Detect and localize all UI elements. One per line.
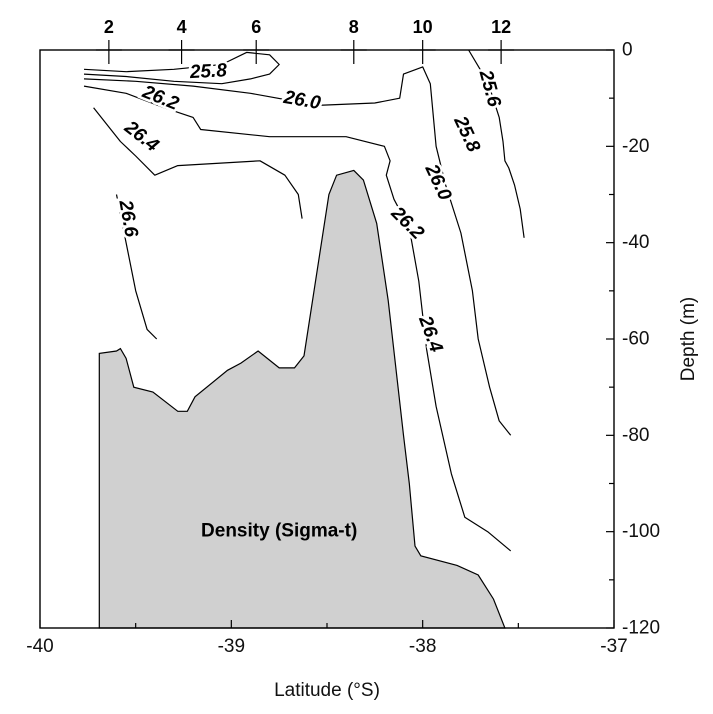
y-tick-label: -120 xyxy=(622,618,660,639)
station-label: 10 xyxy=(413,17,433,37)
station-label: 6 xyxy=(251,17,261,37)
contour-line-26-2 xyxy=(83,85,512,552)
y-axis-title: Depth (m) xyxy=(678,297,699,381)
contour-label-25-8: 25.8 xyxy=(188,60,227,83)
station-label: 2 xyxy=(104,17,114,37)
y-tick-label: -100 xyxy=(622,521,660,542)
x-tick-label: -40 xyxy=(26,636,53,657)
contour-label-26-4: 26.4 xyxy=(414,312,447,355)
y-axis-ticks: 0 -20 -40 -60 -80 -100 -120 xyxy=(606,40,660,639)
contour-line-25-6 xyxy=(468,49,525,238)
contour-label-26-0: 26.0 xyxy=(281,87,322,114)
bathymetry-seafloor xyxy=(98,169,506,629)
contour-label-26-4: 26.4 xyxy=(120,116,163,156)
x-tick-label: -39 xyxy=(218,636,245,657)
contour-label-25-6: 25.6 xyxy=(474,67,504,110)
y-tick-label: -40 xyxy=(622,232,649,253)
bathymetry-layer xyxy=(98,169,506,629)
chart-annotation: Density (Sigma-t) xyxy=(201,520,357,541)
y-tick-label: -80 xyxy=(622,425,649,446)
contour-label-26-2: 26.2 xyxy=(139,81,182,115)
contour-label-26-6: 26.6 xyxy=(114,198,141,239)
x-tick-label: -38 xyxy=(409,636,436,657)
station-markers: 2 4 6 8 10 12 xyxy=(95,17,515,64)
contour-lines-layer xyxy=(83,49,525,552)
station-label: 4 xyxy=(177,17,187,37)
y-tick-label: 0 xyxy=(622,40,633,61)
contour-line-26-4 xyxy=(93,107,303,219)
contour-line-25-8 xyxy=(83,51,280,85)
x-axis-title: Latitude (°S) xyxy=(274,680,380,701)
y-tick-label: -60 xyxy=(622,329,649,350)
contour-labels-layer: 25.826.2 26.026.426.625.625.826.026.226.4 xyxy=(112,58,507,358)
y-tick-label: -20 xyxy=(622,136,649,157)
station-label: 12 xyxy=(491,17,511,37)
x-axis-ticks: -40 -39 -38 -37 xyxy=(26,620,628,657)
contour-label-26-2: 26.2 xyxy=(386,202,428,244)
station-label: 8 xyxy=(349,17,359,37)
x-tick-label: -37 xyxy=(600,636,627,657)
contour-line-26-6 xyxy=(115,194,158,340)
contour-label-25-8: 25.8 xyxy=(449,112,484,156)
contour-line-26-0 xyxy=(83,66,512,436)
